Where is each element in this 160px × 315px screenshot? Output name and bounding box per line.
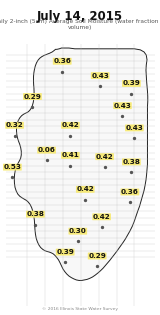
Text: 0.30: 0.30 [69, 228, 87, 234]
Text: 0.43: 0.43 [91, 73, 109, 79]
Text: 0.36: 0.36 [121, 189, 139, 195]
Text: July 14, 2015: July 14, 2015 [37, 10, 123, 23]
Polygon shape [14, 48, 148, 280]
Text: 0.29: 0.29 [88, 253, 106, 259]
Text: 0.41: 0.41 [61, 152, 79, 158]
Text: 0.06: 0.06 [38, 147, 56, 153]
Text: 0.42: 0.42 [96, 154, 113, 160]
Text: 0.36: 0.36 [53, 58, 71, 64]
Text: 0.29: 0.29 [24, 94, 41, 100]
Text: 0.43: 0.43 [125, 125, 143, 131]
Text: 0.42: 0.42 [93, 214, 111, 220]
Text: 0.42: 0.42 [61, 122, 79, 128]
Text: 0.32: 0.32 [6, 122, 24, 128]
Text: 0.38: 0.38 [26, 211, 44, 217]
Text: Daily 2-inch (5cm) Average Soil Moisture (water fraction by
volume): Daily 2-inch (5cm) Average Soil Moisture… [0, 19, 160, 30]
Text: 0.38: 0.38 [122, 159, 140, 165]
Text: 0.39: 0.39 [122, 80, 140, 86]
Text: © 2016 Illinois State Water Survey: © 2016 Illinois State Water Survey [42, 307, 118, 311]
Text: 0.53: 0.53 [3, 164, 21, 170]
Text: 0.39: 0.39 [56, 249, 74, 255]
Text: 0.43: 0.43 [114, 103, 131, 109]
Text: 0.42: 0.42 [76, 186, 94, 192]
